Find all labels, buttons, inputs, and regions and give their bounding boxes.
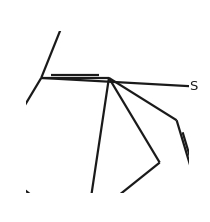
- Text: S: S: [189, 80, 198, 93]
